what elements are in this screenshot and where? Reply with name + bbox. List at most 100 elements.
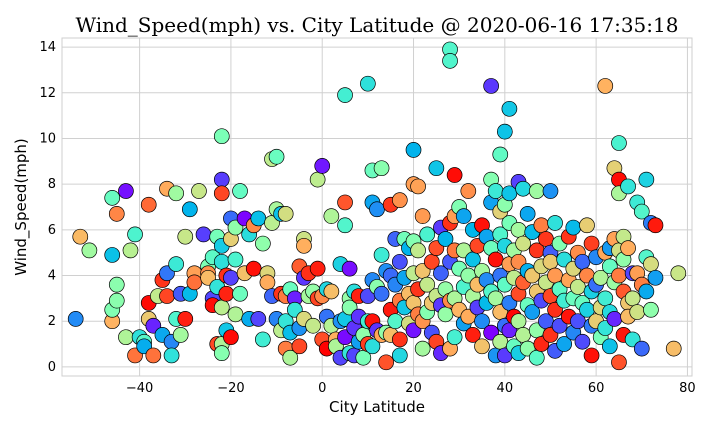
y-tick-label: 2 xyxy=(48,314,56,329)
data-point xyxy=(538,231,554,247)
data-point xyxy=(72,228,89,245)
data-point xyxy=(232,285,248,302)
data-point xyxy=(378,354,394,371)
data-point xyxy=(323,283,340,300)
x-tick-label: 0 xyxy=(318,381,326,396)
data-point xyxy=(419,226,436,243)
data-point xyxy=(291,338,308,355)
data-point xyxy=(496,123,513,140)
data-point xyxy=(309,171,326,188)
data-point xyxy=(391,331,408,348)
data-point xyxy=(391,253,408,270)
data-point xyxy=(620,178,636,195)
data-point xyxy=(373,247,390,263)
data-point xyxy=(337,194,353,211)
data-point xyxy=(255,331,271,348)
data-point xyxy=(250,311,267,327)
x-tick-labels: −40 −20 0 20 40 60 80 xyxy=(126,381,696,396)
data-point xyxy=(373,160,390,177)
data-point xyxy=(629,304,646,320)
data-point xyxy=(583,347,600,364)
data-point xyxy=(474,338,490,355)
y-tick-label: 12 xyxy=(39,86,56,101)
data-point xyxy=(647,269,664,286)
data-point xyxy=(213,128,230,145)
data-point xyxy=(232,183,248,199)
data-point xyxy=(387,313,404,330)
y-tick-label: 14 xyxy=(39,40,56,55)
data-point xyxy=(360,75,376,92)
data-point xyxy=(643,301,659,318)
data-point xyxy=(341,260,358,277)
data-point xyxy=(172,327,189,343)
data-point xyxy=(428,160,445,177)
data-point xyxy=(118,183,134,199)
y-tick-label: 0 xyxy=(48,360,56,375)
data-point xyxy=(195,226,212,243)
data-point xyxy=(163,347,180,364)
x-tick-label: 60 xyxy=(588,381,605,396)
data-point xyxy=(213,299,230,316)
data-point xyxy=(638,171,655,188)
data-point xyxy=(67,311,84,327)
data-point xyxy=(296,237,312,254)
data-point xyxy=(227,306,244,323)
data-point xyxy=(583,235,600,252)
data-point xyxy=(624,290,641,307)
data-point xyxy=(501,100,518,117)
x-tick-label: 80 xyxy=(679,381,696,396)
data-point xyxy=(255,235,271,252)
data-point xyxy=(515,235,531,252)
data-point xyxy=(455,208,472,224)
data-point xyxy=(547,267,563,284)
data-point xyxy=(108,292,125,309)
data-point xyxy=(250,210,267,227)
data-point xyxy=(410,178,426,195)
data-point xyxy=(277,206,294,222)
y-tick-label: 4 xyxy=(48,269,56,284)
data-point xyxy=(515,180,531,197)
data-point xyxy=(474,313,490,330)
data-points xyxy=(67,41,687,371)
data-point xyxy=(305,317,321,334)
data-point xyxy=(104,190,121,206)
data-point xyxy=(597,78,614,94)
data-point xyxy=(510,221,527,238)
data-point xyxy=(410,242,426,259)
data-point xyxy=(223,269,239,286)
data-point xyxy=(314,158,331,174)
data-point xyxy=(391,347,408,364)
data-point xyxy=(414,208,431,224)
y-axis-label: Wind_Speed(mph) xyxy=(12,138,31,276)
data-point xyxy=(177,311,194,327)
data-point xyxy=(81,242,98,259)
data-point xyxy=(556,336,573,352)
data-point xyxy=(419,276,436,293)
data-point xyxy=(524,304,541,320)
data-point xyxy=(437,306,454,323)
data-point xyxy=(186,274,203,291)
data-point xyxy=(483,78,499,94)
data-point xyxy=(145,347,162,364)
y-tick-label: 10 xyxy=(39,131,56,146)
data-point xyxy=(670,265,687,282)
data-point xyxy=(446,167,463,183)
data-point xyxy=(565,219,582,236)
data-point xyxy=(391,192,408,208)
data-point xyxy=(574,253,591,270)
data-point xyxy=(542,253,559,270)
data-point xyxy=(620,240,636,256)
data-point xyxy=(533,217,550,234)
data-point xyxy=(369,201,385,218)
data-point xyxy=(465,327,481,343)
data-point xyxy=(487,183,504,199)
data-point xyxy=(597,290,614,307)
data-point xyxy=(433,265,449,282)
data-point xyxy=(487,251,504,268)
data-point xyxy=(282,349,299,366)
data-point xyxy=(309,260,326,277)
data-point xyxy=(127,226,143,243)
data-point xyxy=(245,260,262,277)
data-point xyxy=(442,52,458,69)
